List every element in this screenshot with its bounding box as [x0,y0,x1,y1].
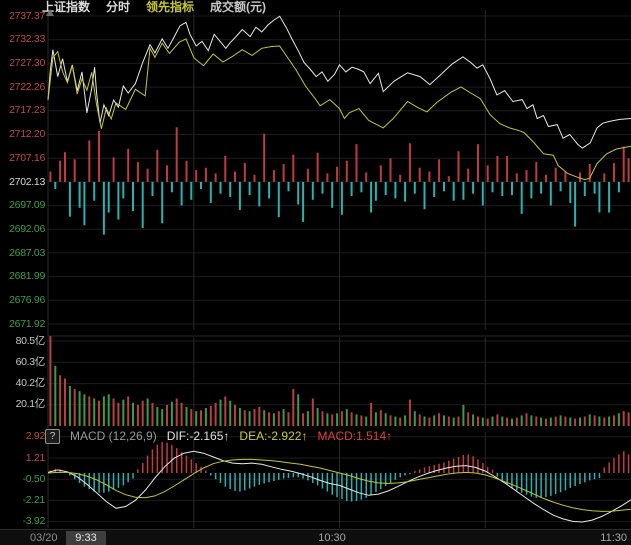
cursor-time-label: 9:33 [66,531,106,545]
price-tick-label: 2692.06 [9,223,45,235]
volume-tick-label: 80.5亿 [15,334,46,347]
macd-tick-label: 1.21 [25,451,46,464]
price-tick-label: 2681.99 [9,270,45,283]
macd-hist-value: MACD:1.514↑ [317,429,393,443]
mid-time-label: 10:30 [318,532,346,544]
price-tick-label: 2737.37 [9,9,45,22]
price-tick-label: 2722.26 [9,80,45,93]
volume-tick-label: 60.3亿 [15,355,46,368]
price-high-marker-icon [46,9,54,16]
help-icon[interactable]: ? [45,429,60,444]
price-tick-label: 2712.20 [9,128,45,141]
price-tick-label: 2702.13 [9,175,45,188]
macd-indicator-name[interactable]: MACD (12,26,9) [70,429,157,443]
index-title: 上证指数 [42,0,91,14]
price-tick-label: 2707.16 [9,151,45,164]
date-label: 03/20 [30,532,58,544]
price-tick-label: 2671.92 [9,317,45,330]
tab-intraday[interactable]: 分时 [106,0,131,14]
macd-dif-value: DIF:-2.165↑ [166,429,230,443]
price-tick-label: 2727.30 [9,56,45,69]
price-tick-label: 2687.03 [9,246,45,259]
macd-tick-label: -0.50 [22,472,46,485]
macd-tick-label: -2.21 [22,493,46,506]
volume-tick-label: 20.1亿 [15,398,46,411]
volume-tick-label: 40.2亿 [15,377,46,390]
chart-header: 上证指数 分时 领先指标 成交额(元) [42,0,266,15]
price-tick-label: 2697.09 [9,199,45,212]
macd-legend: ? MACD (12,26,9) DIF:-2.165↑ DEA:-2.922↑… [45,429,392,444]
end-time-label: 11:30 [600,532,627,544]
tab-leading-indicator[interactable]: 领先指标 [146,0,195,14]
price-tick-label: 2676.96 [9,294,45,307]
price-tick-label: 2717.23 [9,104,45,117]
tab-turnover[interactable]: 成交额(元) [210,0,267,14]
macd-dea-value: DEA:-2.922↑ [239,429,308,443]
time-axis: 03/20 9:33 10:30 11:30 [0,529,631,545]
macd-tick-label: -3.92 [22,515,46,528]
price-tick-label: 2732.33 [9,33,45,46]
macd-tick-label: 2.92 [25,430,46,443]
